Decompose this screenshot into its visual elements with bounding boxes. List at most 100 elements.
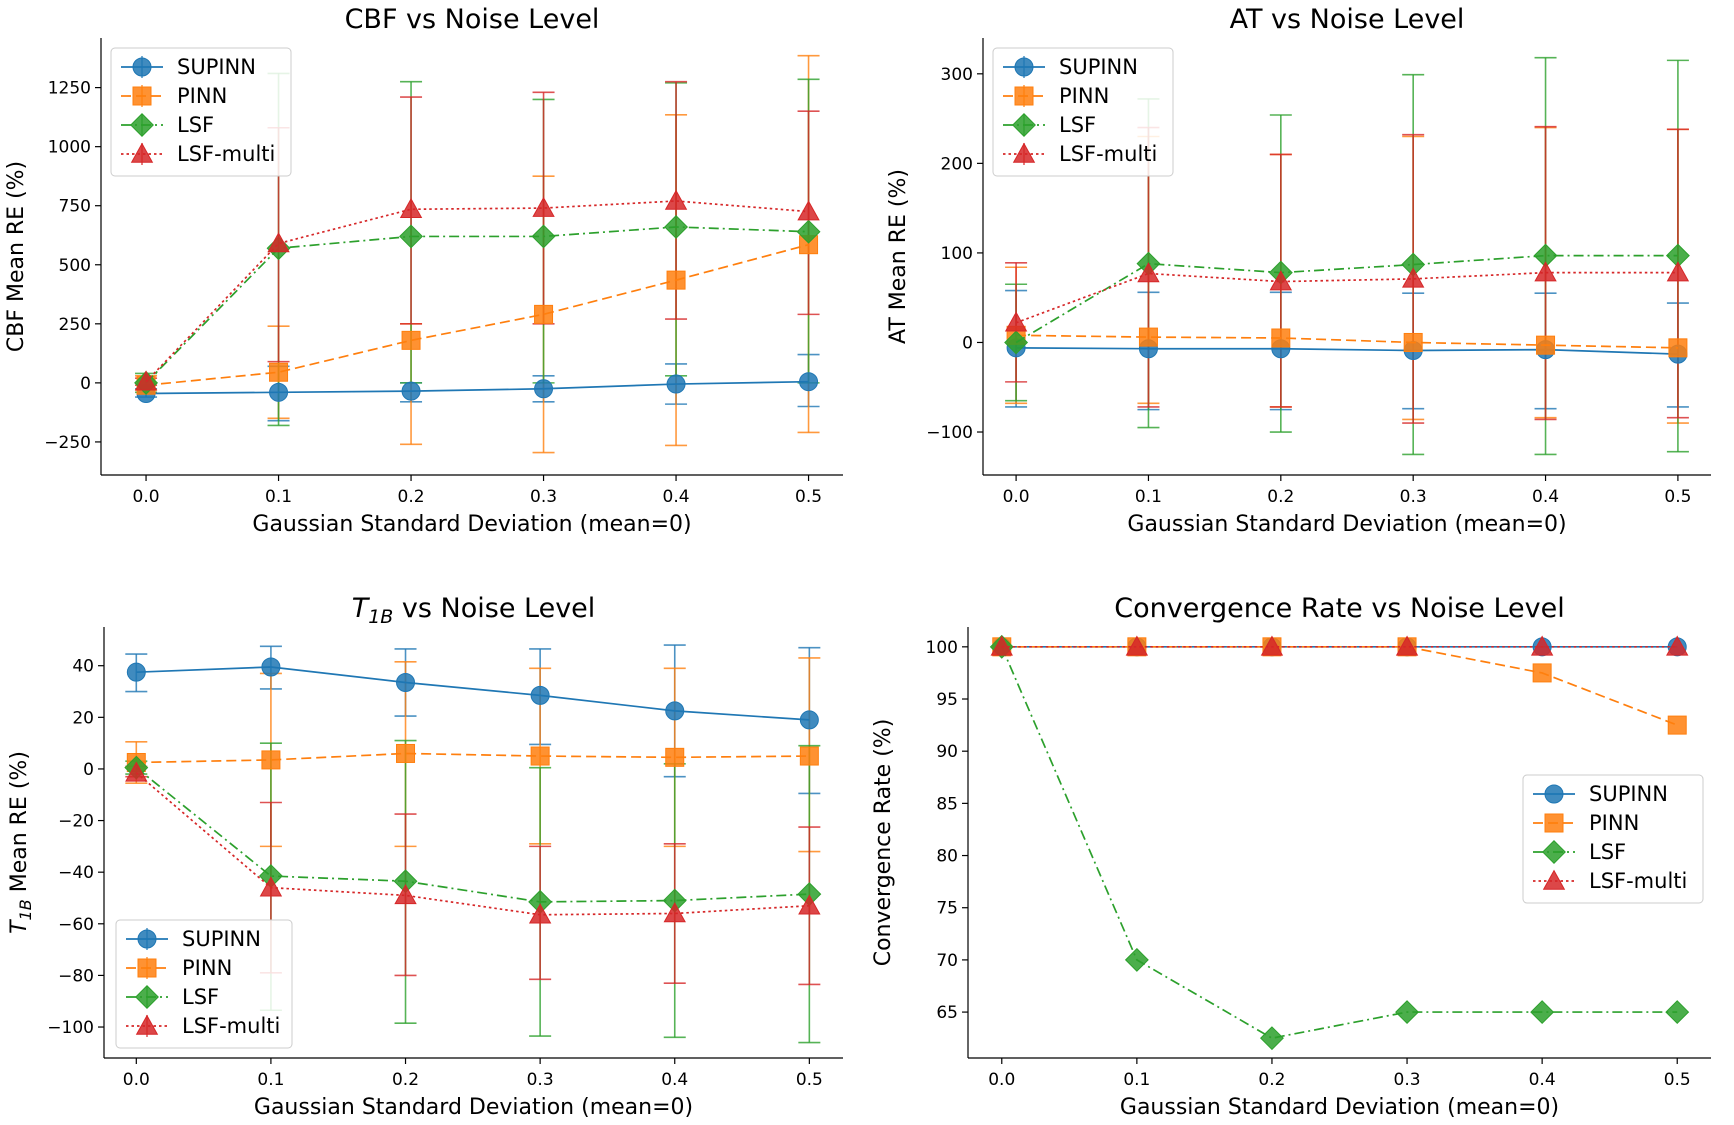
at-legend-lsf-marker — [1012, 113, 1036, 137]
t1b-lsf-line — [135, 766, 810, 903]
cbf-x-tick-label: 0.1 — [265, 487, 292, 507]
cbf-x-tick-label: 0.5 — [795, 487, 822, 507]
cbf-legend: SUPINN PINN LSF LSF-multi — [110, 47, 292, 177]
cbf-lsf-point — [664, 215, 689, 239]
cbf-pinn-point — [666, 270, 686, 290]
t1b-x-tick-label: 0.0 — [123, 1070, 150, 1090]
cbf-supinn-point — [401, 381, 421, 401]
at-y-tick-label: 100 — [941, 244, 973, 264]
cbf-y-tick-label: −250 — [44, 433, 91, 453]
at-lsf-point — [1004, 330, 1029, 355]
cbf-y-tick-label: 250 — [59, 315, 91, 335]
convergence-lsf-point — [1259, 1026, 1284, 1051]
t1b-supinn-point — [530, 685, 550, 705]
convergence-y-tick-label: 95 — [936, 690, 958, 710]
convergence-y-tick-label: 70 — [936, 951, 958, 971]
cbf-pinn-line — [145, 243, 809, 387]
convergence-y-tick-label: 75 — [936, 899, 958, 919]
cbf-legend-pinn-label: PINN — [177, 84, 227, 108]
at-legend-lsf-label: LSF — [1059, 113, 1096, 137]
convergence-lsf-point — [1395, 1000, 1420, 1025]
at-pinn-point — [1403, 332, 1423, 352]
cbf-x-tick-label: 0.4 — [663, 487, 690, 507]
at-y-tick-label: 200 — [941, 154, 973, 174]
convergence-y-tick-label: 80 — [936, 847, 958, 867]
cbf-y-tick-label: 1250 — [48, 79, 91, 99]
at-lsf-multi-point — [1401, 267, 1425, 288]
at-legend-lsf-multi-label: LSF-multi — [1059, 142, 1157, 166]
at-plot-area — [1004, 56, 1690, 456]
at-lsf-line — [1015, 254, 1678, 344]
convergence-y-tick-label: 90 — [936, 742, 958, 762]
at-lsf-multi-point — [1137, 262, 1160, 283]
t1b-y-tick-label: −80 — [58, 966, 94, 986]
cbf-pinn-point — [534, 304, 554, 324]
cbf-supinn-point — [269, 382, 289, 402]
t1b-y-tick-label: −40 — [58, 863, 94, 883]
cbf-supinn-point — [534, 379, 554, 399]
at-title: AT vs Noise Level — [1230, 4, 1465, 35]
convergence-lsf-multi-point — [1395, 635, 1419, 656]
cbf-legend-supinn-label: SUPINN — [177, 55, 256, 79]
t1b-x-tick-label: 0.4 — [661, 1070, 688, 1090]
cbf-legend-pinn-marker — [132, 86, 152, 106]
at-legend-supinn-label: SUPINN — [1059, 55, 1138, 79]
t1b-supinn-point — [261, 657, 281, 677]
convergence-lsf-point — [1124, 947, 1149, 972]
cbf-lsf-multi-point — [267, 232, 290, 253]
at-legend-lsf-multi-marker — [1012, 142, 1036, 163]
convergence-x-tick-label: 0.4 — [1529, 1070, 1556, 1090]
t1b-legend-lsf-multi-marker — [135, 1014, 159, 1035]
convergence-x-axis-label: Gaussian Standard Deviation (mean=0) — [1120, 1095, 1559, 1120]
t1b-lsf-multi-point — [663, 902, 686, 923]
t1b-legend-pinn-label: PINN — [182, 956, 232, 980]
t1b-legend: SUPINN PINN LSF LSF-multi — [115, 919, 293, 1049]
t1b-pinn-point — [665, 747, 685, 767]
t1b-y-axis-label: T1B Mean RE (%) — [7, 751, 35, 934]
convergence-lsf-point — [1530, 1000, 1555, 1025]
t1b-supinn-point — [396, 672, 416, 692]
t1b-pinn-point — [799, 746, 819, 766]
cbf-y-tick-label: 0 — [80, 374, 91, 394]
convergence-legend-lsf-marker — [1542, 840, 1566, 864]
at-lsf-multi-point — [1534, 261, 1557, 282]
at-y-tick-label: −100 — [926, 423, 973, 443]
cbf-legend-lsf-multi-marker — [130, 142, 154, 163]
cbf-title: CBF vs Noise Level — [345, 4, 600, 35]
convergence-x-tick-label: 0.2 — [1258, 1070, 1285, 1090]
t1b-supinn-point — [665, 701, 685, 721]
convergence-legend-supinn-label: SUPINN — [1589, 782, 1668, 806]
at-x-tick-label: 0.2 — [1267, 487, 1294, 507]
cbf-legend-lsf-label: LSF — [177, 113, 214, 137]
convergence-x-tick-label: 0.1 — [1123, 1070, 1150, 1090]
cbf-lsf-multi-point — [532, 196, 555, 217]
t1b-y-tick-label: 20 — [72, 708, 94, 728]
t1b-panel: −100 −80 −60 −40 −20 0 20 40 0.0 0.1 0.2 0.3 0.4 0.5 T… — [7, 593, 843, 1120]
cbf-lsf-multi-point — [399, 197, 423, 219]
cbf-lsf-line — [145, 226, 809, 384]
at-pinn-point — [1536, 335, 1556, 355]
t1b-x-tick-label: 0.1 — [257, 1070, 284, 1090]
t1b-x-tick-label: 0.3 — [527, 1070, 554, 1090]
t1b-legend-frame — [115, 919, 293, 1049]
t1b-lsf-multi-point — [798, 894, 821, 915]
convergence-pinn-point — [1532, 663, 1552, 683]
t1b-lsf-multi-point — [125, 761, 148, 782]
at-pinn-line — [1016, 334, 1678, 349]
convergence-y-axis-label: Convergence Rate (%) — [871, 719, 896, 967]
cbf-supinn-line — [146, 380, 809, 395]
convergence-legend-frame — [1522, 774, 1704, 904]
t1b-lsf-multi-point — [528, 903, 552, 924]
at-x-axis-label: Gaussian Standard Deviation (mean=0) — [1127, 512, 1566, 537]
convergence-lsf-multi-point — [1260, 635, 1284, 656]
cbf-x-tick-label: 0.2 — [398, 487, 425, 507]
at-legend-pinn-label: PINN — [1059, 84, 1109, 108]
convergence-pinn-point — [1667, 715, 1687, 735]
at-lsf-multi-line — [1015, 271, 1678, 324]
convergence-legend-lsf-multi-label: LSF-multi — [1589, 869, 1687, 893]
t1b-y-tick-label: −20 — [58, 812, 94, 832]
t1b-x-tick-label: 0.5 — [796, 1070, 823, 1090]
cbf-lsf-multi-point — [134, 370, 158, 391]
t1b-pinn-point — [530, 746, 550, 766]
t1b-lsf-multi-line — [135, 772, 810, 916]
